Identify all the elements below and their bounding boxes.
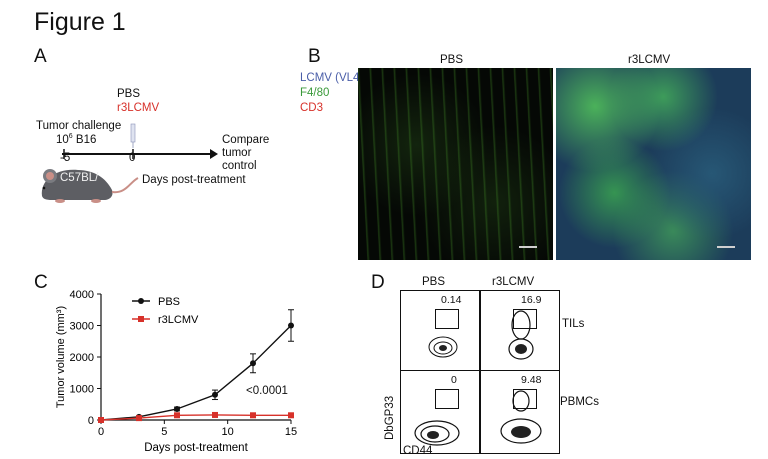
data-point [288, 412, 294, 419]
y-tick-label: 0 [88, 415, 94, 427]
series-line [100, 325, 292, 421]
gate-value: 0 [451, 374, 457, 386]
gate [435, 389, 459, 409]
data-point [212, 391, 218, 398]
row-tils-label: TILs [562, 318, 585, 330]
tick-minus5-label: -5 [60, 152, 71, 164]
legend-lcmv: LCMV (VL4) [300, 72, 364, 84]
legend-label: r3LCMV [158, 314, 199, 326]
gate [513, 309, 537, 329]
micro-col-r3lcmv: r3LCMV [628, 54, 671, 66]
group-pbs-label: PBS [117, 88, 141, 100]
y-tick-label: 2000 [70, 352, 94, 364]
data-point [250, 412, 256, 419]
x-tick-label: 15 [285, 426, 297, 438]
mouse-icon [41, 169, 139, 203]
series-line [100, 414, 291, 421]
flow-col-pbs: PBS [422, 276, 446, 288]
scale-bar [717, 246, 735, 248]
scale-bar [519, 246, 537, 248]
gate-value: 0.14 [441, 294, 462, 306]
group-r3lcmv-label: r3LCMV [117, 102, 160, 114]
timeline-axis-label: Days post-treatment [142, 174, 246, 186]
flow-plot-pbs-pbmcs: 0 [400, 370, 480, 454]
timeline-svg [62, 123, 218, 159]
legend-f480: F4/80 [300, 87, 330, 99]
flow-y-axis-label: DbGP33 [384, 395, 396, 440]
figure-title: Figure 1 [34, 8, 126, 36]
tumor-dose-label: 106 B16 [56, 133, 97, 146]
micrograph-r3lcmv [556, 68, 751, 260]
contour-plot [428, 336, 458, 358]
legend-marker [138, 298, 144, 304]
y-tick-label: 1000 [70, 384, 94, 396]
x-tick-label: 5 [161, 426, 167, 438]
data-point [174, 412, 180, 419]
x-tick-label: 0 [98, 426, 104, 438]
legend-marker [138, 316, 144, 322]
panel-c-label: C [34, 272, 48, 293]
data-point [250, 360, 256, 367]
tumor-challenge-label: Tumor challenge [36, 120, 122, 132]
gate [435, 309, 459, 329]
x-axis-label: Days post-treatment [144, 442, 248, 454]
syringe-icon [130, 123, 136, 148]
contour-plot [414, 420, 460, 446]
flow-plot-pbs-tils: 0.14 [400, 290, 480, 374]
legend-cd3: CD3 [300, 102, 324, 114]
p-value-label: <0.0001 [246, 385, 288, 397]
y-tick-label: 3000 [70, 321, 94, 333]
micrograph-pbs [358, 68, 553, 260]
flow-col-r3lcmv: r3LCMV [492, 276, 535, 288]
panel-a-label: A [34, 46, 47, 67]
gate-value: 16.9 [521, 294, 542, 306]
y-axis-label: Tumor volume (mm³) [55, 306, 67, 408]
timeline-arrowhead [210, 149, 218, 159]
panel-b-label: B [308, 46, 321, 67]
data-point [98, 417, 104, 423]
tumor-growth-chart: 0 5 10 15 0 1000 2000 3000 4000 Days post-treatme… [55, 289, 297, 454]
micro-col-pbs: PBS [440, 54, 464, 66]
contour-plot [500, 390, 542, 444]
y-tick-label: 4000 [70, 289, 94, 301]
flow-plot-r3lcmv-pbmcs: 9.48 [480, 370, 560, 454]
compare-label: Compare tumor control [222, 134, 270, 172]
flow-plot-r3lcmv-tils: 16.9 [480, 290, 560, 374]
gate-value: 9.48 [521, 374, 542, 386]
row-pbmcs-label: PBMCs [560, 396, 599, 408]
x-tick-label: 10 [222, 426, 234, 438]
legend-label: PBS [158, 296, 180, 308]
contour-plot [508, 310, 534, 360]
mouse-strain-label: C57BL/ [60, 172, 99, 184]
tick-0-label: 0 [129, 152, 136, 164]
data-point [174, 405, 180, 412]
data-point [288, 322, 294, 329]
data-point [212, 411, 218, 418]
flow-x-axis-label: CD44 [403, 445, 433, 457]
panel-d-label: D [371, 272, 385, 293]
data-point [136, 415, 142, 422]
